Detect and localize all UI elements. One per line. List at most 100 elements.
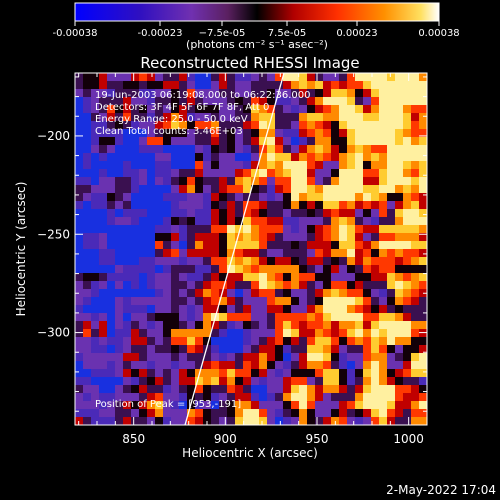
- heatmap-cell: [411, 185, 420, 194]
- heatmap-cell: [291, 145, 300, 154]
- heatmap-cell: [283, 417, 292, 425]
- heatmap-cell: [115, 337, 124, 346]
- heatmap-cell: [267, 337, 276, 346]
- heatmap-cell: [291, 361, 300, 370]
- heatmap-cell: [131, 129, 140, 138]
- heatmap-cell: [219, 257, 228, 266]
- heatmap-cell: [251, 105, 260, 114]
- heatmap-cell: [219, 209, 228, 218]
- heatmap-cell: [371, 153, 380, 162]
- heatmap-cell: [131, 289, 140, 298]
- heatmap-cell: [91, 313, 100, 322]
- heatmap-cell: [403, 129, 412, 138]
- heatmap-cell: [203, 321, 212, 330]
- heatmap-cell: [75, 129, 84, 138]
- heatmap-cell: [251, 257, 260, 266]
- heatmap-cell: [395, 185, 404, 194]
- heatmap-cell: [355, 273, 364, 282]
- heatmap-cell: [331, 369, 340, 378]
- heatmap-cell: [371, 161, 380, 170]
- heatmap-cell: [83, 385, 92, 394]
- heatmap-cell: [259, 329, 268, 338]
- heatmap-cell: [363, 193, 372, 202]
- heatmap-cell: [395, 145, 404, 154]
- heatmap-cell: [379, 401, 388, 410]
- heatmap-cell: [235, 417, 244, 425]
- heatmap-cell: [371, 345, 380, 354]
- heatmap-cell: [139, 121, 148, 130]
- heatmap-cell: [291, 161, 300, 170]
- heatmap-cell: [147, 313, 156, 322]
- heatmap-cell: [227, 369, 236, 378]
- heatmap-cell: [371, 289, 380, 298]
- heatmap-cell: [131, 361, 140, 370]
- heatmap-cell: [123, 89, 132, 98]
- heatmap-cell: [299, 81, 308, 90]
- heatmap-cell: [211, 121, 220, 130]
- heatmap-cell: [139, 209, 148, 218]
- heatmap-cell: [131, 345, 140, 354]
- heatmap-cell: [75, 369, 84, 378]
- heatmap-cell: [299, 361, 308, 370]
- heatmap-cell: [227, 193, 236, 202]
- heatmap-cell: [123, 137, 132, 146]
- heatmap-cell: [387, 337, 396, 346]
- heatmap-cell: [331, 313, 340, 322]
- colorbar-tick-label: 0.00038: [418, 28, 459, 39]
- heatmap-cell: [339, 129, 348, 138]
- heatmap-cell: [267, 329, 276, 338]
- heatmap-cell: [75, 241, 84, 250]
- heatmap-cell: [291, 209, 300, 218]
- heatmap-cell: [395, 313, 404, 322]
- heatmap-cell: [139, 241, 148, 250]
- heatmap-cell: [411, 169, 420, 178]
- heatmap-cell: [323, 113, 332, 122]
- heatmap-cell: [235, 105, 244, 114]
- heatmap-cell: [211, 265, 220, 274]
- heatmap-cell: [403, 177, 412, 186]
- heatmap-cell: [131, 121, 140, 130]
- heatmap-cell: [179, 97, 188, 106]
- heatmap-cell: [147, 273, 156, 282]
- heatmap-cell: [347, 313, 356, 322]
- heatmap-cell: [251, 361, 260, 370]
- heatmap-cell: [179, 89, 188, 98]
- heatmap-cell: [315, 153, 324, 162]
- heatmap-cell: [115, 377, 124, 386]
- heatmap-cell: [243, 185, 252, 194]
- heatmap-cell: [275, 193, 284, 202]
- heatmap-cell: [203, 265, 212, 274]
- heatmap-cell: [139, 289, 148, 298]
- heatmap-cell: [243, 97, 252, 106]
- heatmap-cell: [339, 257, 348, 266]
- heatmap-cell: [395, 73, 404, 82]
- heatmap-cell: [267, 185, 276, 194]
- heatmap-cell: [227, 161, 236, 170]
- heatmap-cell: [291, 257, 300, 266]
- heatmap-cell: [267, 193, 276, 202]
- heatmap-cell: [267, 377, 276, 386]
- heatmap-cell: [99, 129, 108, 138]
- heatmap-cell: [411, 281, 420, 290]
- heatmap-cell: [267, 177, 276, 186]
- heatmap-cell: [307, 121, 316, 130]
- heatmap-cell: [75, 153, 84, 162]
- heatmap-cell: [355, 217, 364, 226]
- heatmap-cell: [243, 401, 252, 410]
- heatmap-cell: [371, 105, 380, 114]
- heatmap-cell: [219, 89, 228, 98]
- heatmap-cell: [355, 337, 364, 346]
- y-axis: −200−250−300: [37, 76, 427, 412]
- heatmap-cell: [163, 185, 172, 194]
- heatmap-cell: [363, 345, 372, 354]
- heatmap-cell: [131, 177, 140, 186]
- heatmap-cell: [251, 121, 260, 130]
- heatmap-cell: [291, 401, 300, 410]
- heatmap-cell: [379, 249, 388, 258]
- heatmap-cell: [91, 137, 100, 146]
- heatmap-cell: [115, 321, 124, 330]
- heatmap-cell: [411, 217, 420, 226]
- heatmap-cell: [411, 305, 420, 314]
- heatmap-cell: [99, 209, 108, 218]
- heatmap-cell: [139, 105, 148, 114]
